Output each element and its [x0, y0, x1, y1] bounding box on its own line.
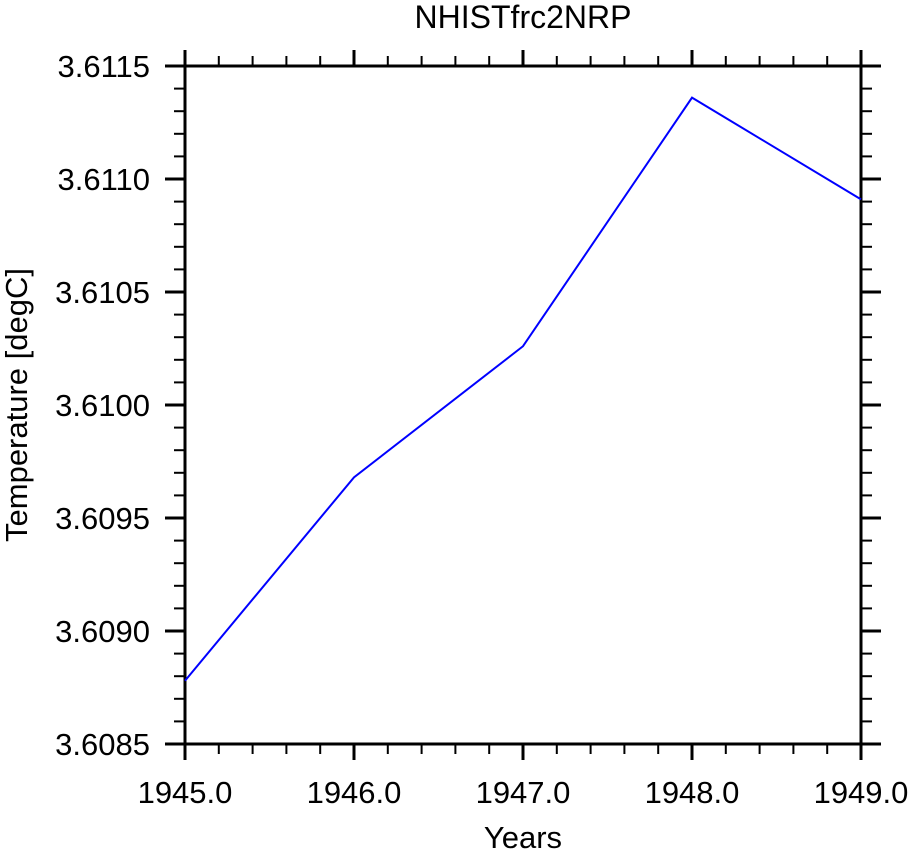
x-tick-label: 1948.0	[645, 775, 740, 810]
y-axis-label: Temperature [degC]	[0, 268, 34, 542]
y-tick-label: 3.6115	[57, 49, 150, 84]
x-tick-label: 1947.0	[476, 775, 571, 810]
x-axis-label: Years	[484, 820, 562, 855]
y-tick-label: 3.6085	[55, 727, 150, 762]
x-tick-label: 1945.0	[138, 775, 233, 810]
chart-title: NHISTfrc2NRP	[415, 0, 632, 35]
y-tick-label: 3.6100	[55, 388, 150, 423]
x-tick-label: 1946.0	[307, 775, 402, 810]
x-tick-label: 1949.0	[814, 775, 909, 810]
y-tick-label: 3.6105	[55, 275, 150, 310]
plot-area: 1945.0 1946.0 1947.0 1948.0 1949.0 3.6085 3.60…	[55, 49, 908, 810]
y-tick-label: 3.6095	[55, 501, 150, 536]
y-tick-label: 3.6110	[57, 162, 150, 197]
y-tick-label: 3.6090	[55, 614, 150, 649]
data-line	[184, 96, 862, 682]
axis-frame	[183, 64, 863, 746]
